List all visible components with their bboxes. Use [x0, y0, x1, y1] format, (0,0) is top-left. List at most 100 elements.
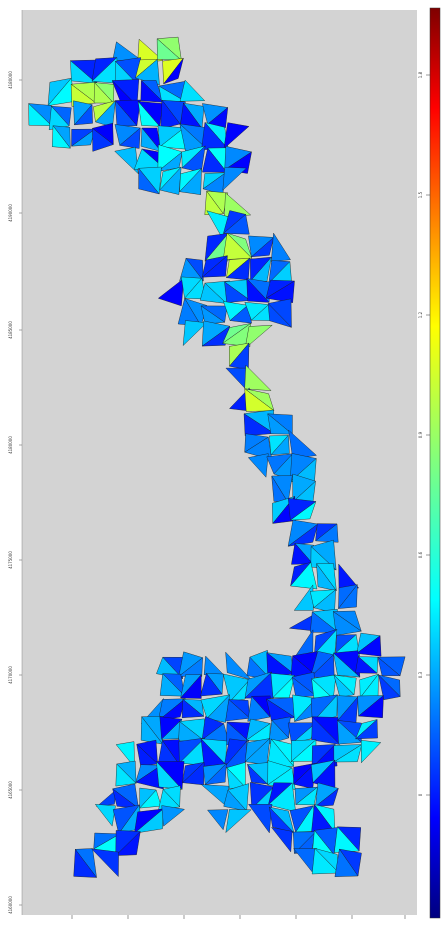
- mesh-triangle: [289, 500, 317, 521]
- mesh-triangle: [246, 277, 270, 303]
- colorbar-tick-label: 0.3: [418, 671, 423, 678]
- mesh-triangle: [224, 281, 251, 303]
- mesh-triangle: [333, 744, 363, 763]
- colorbar-tick-label: 0: [418, 793, 423, 796]
- mesh-triangle: [137, 100, 161, 127]
- colorbar: 1.8 1.5 1.2 0.9 0.6 0.3 0: [418, 7, 441, 919]
- mesh-triangle: [267, 782, 296, 812]
- mesh-triangle: [247, 695, 271, 722]
- mesh-triangle: [160, 99, 181, 130]
- mesh-triangle: [114, 146, 139, 175]
- mesh-triangle: [163, 58, 184, 85]
- mesh-triangle: [222, 214, 250, 235]
- mesh-triangle: [244, 737, 271, 766]
- mesh-triangle: [92, 127, 114, 152]
- mesh-triangle: [223, 789, 248, 812]
- mesh-triangle: [267, 302, 292, 328]
- mesh-triangle: [204, 763, 227, 785]
- mesh-triangle: [332, 611, 362, 636]
- y-tick-label: 4180000: [8, 71, 13, 89]
- mesh-triangle: [310, 611, 340, 633]
- mesh-triangle: [355, 656, 378, 674]
- mesh-triangle: [244, 388, 275, 412]
- mesh-triangle: [378, 674, 401, 701]
- colorbar-tick-label: 1.8: [418, 71, 423, 78]
- mesh-triangle: [181, 698, 205, 719]
- mesh-triangle: [311, 716, 341, 745]
- mesh-triangle: [333, 652, 361, 678]
- mesh-triangle: [161, 805, 185, 827]
- mesh-triangle: [156, 38, 182, 61]
- mesh-triangle: [355, 719, 378, 740]
- colorbar-tick-label: 1.2: [418, 311, 423, 318]
- mesh-triangle: [272, 674, 296, 699]
- mesh-triangle: [267, 413, 293, 435]
- y-tick-label: 4160000: [8, 896, 13, 914]
- colorbar-ticks: 1.8 1.5 1.2 0.9 0.6 0.3 0: [418, 71, 430, 796]
- mesh-triangle: [159, 673, 186, 697]
- mesh-triangle: [244, 364, 272, 391]
- mesh-triangle: [250, 236, 275, 258]
- mesh-triangle: [115, 830, 141, 856]
- mesh-triangle: [356, 635, 382, 657]
- mesh-triangle: [70, 60, 98, 84]
- y-tick-label: 4190000: [8, 204, 13, 222]
- y-tick-label: 4165000: [8, 781, 13, 799]
- colorbar-tick-label: 0.9: [418, 431, 423, 438]
- mesh-triangle: [179, 79, 206, 102]
- mesh-triangle: [291, 542, 314, 565]
- mesh-triangle: [199, 282, 228, 304]
- mesh-triangle: [314, 523, 339, 543]
- mesh-triangle: [95, 100, 116, 128]
- mesh-layer: [28, 36, 406, 879]
- mesh-triangle: [200, 672, 223, 697]
- mesh-triangle: [140, 80, 164, 103]
- mesh-triangle: [157, 278, 185, 307]
- mesh-triangle: [311, 847, 340, 875]
- mesh-triangle: [207, 809, 229, 831]
- mesh-triangle: [316, 563, 337, 592]
- mesh-triangle: [314, 787, 339, 807]
- mesh-triangle: [360, 740, 382, 764]
- colorbar-gradient: [429, 7, 441, 919]
- mesh-triangle: [139, 789, 162, 809]
- mesh-triangle: [337, 583, 358, 609]
- mesh-triangle: [248, 804, 273, 834]
- mesh-triangle: [295, 786, 318, 806]
- mesh-triangle: [180, 674, 202, 699]
- mesh-triangle: [225, 651, 253, 681]
- mesh-triangle: [271, 827, 293, 853]
- mesh-triangle: [377, 656, 401, 677]
- mesh-triangle: [225, 699, 251, 722]
- mesh-triangle: [201, 255, 228, 278]
- mesh-triangle: [138, 167, 160, 195]
- mesh-triangle: [223, 122, 250, 150]
- mesh-triangle: [244, 324, 273, 349]
- mesh-triangle: [270, 434, 290, 456]
- x-axis-ticks: [71, 915, 406, 919]
- mesh-triangle: [28, 103, 53, 126]
- mesh-triangle: [157, 151, 183, 172]
- mesh-triangle: [90, 848, 119, 878]
- mesh-triangle: [73, 848, 98, 878]
- mesh-triangle: [182, 320, 208, 347]
- mesh-triangle: [222, 166, 247, 191]
- mesh-triangle: [115, 741, 135, 768]
- mesh-triangle: [181, 145, 206, 173]
- mesh-triangle: [225, 809, 252, 834]
- mesh-triangle: [73, 104, 93, 126]
- mesh-triangle: [140, 127, 162, 152]
- mesh-triangle: [290, 561, 318, 590]
- mesh-triangle: [291, 676, 317, 698]
- mesh-triangle: [93, 82, 115, 104]
- mesh-triangle: [265, 280, 295, 303]
- mesh-triangle: [179, 167, 202, 195]
- y-tick-label: 4170000: [8, 666, 13, 684]
- mesh-triangle: [247, 763, 268, 785]
- mesh-triangle: [334, 848, 359, 877]
- y-axis-ticks: 4180000 4190000 4185000 4180000 4175000 41700…: [8, 71, 22, 914]
- colorbar-tick-label: 0.6: [418, 551, 423, 558]
- mesh-triangle: [337, 719, 362, 745]
- mesh-triangle: [247, 453, 269, 478]
